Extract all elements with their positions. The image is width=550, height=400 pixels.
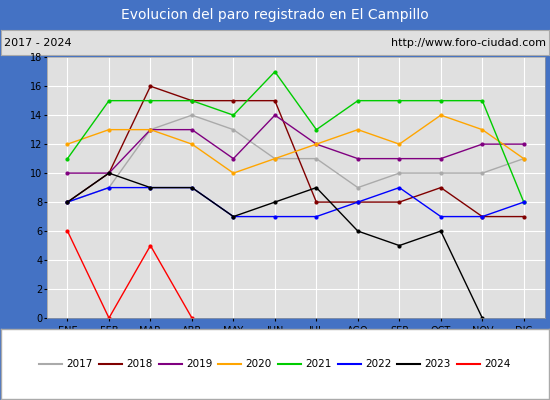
2022 <box>520 200 527 204</box>
Text: Evolucion del paro registrado en El Campillo: Evolucion del paro registrado en El Camp… <box>121 8 429 22</box>
2019 <box>479 142 486 146</box>
2021 <box>189 98 195 103</box>
2024 <box>64 229 71 234</box>
2018 <box>147 84 154 88</box>
2020 <box>520 156 527 161</box>
Text: http://www.foro-ciudad.com: http://www.foro-ciudad.com <box>391 38 546 48</box>
2022 <box>479 214 486 219</box>
2021 <box>106 98 112 103</box>
2019 <box>355 156 361 161</box>
2023 <box>355 229 361 234</box>
2021 <box>396 98 403 103</box>
2018 <box>396 200 403 204</box>
2023 <box>396 243 403 248</box>
Text: 2017 - 2024: 2017 - 2024 <box>4 38 72 48</box>
2019 <box>272 113 278 118</box>
2024 <box>106 316 112 320</box>
2018 <box>520 214 527 219</box>
2017 <box>520 156 527 161</box>
2017 <box>189 113 195 118</box>
2022 <box>355 200 361 204</box>
2018 <box>189 98 195 103</box>
2020 <box>396 142 403 146</box>
2020 <box>479 127 486 132</box>
2018 <box>64 200 71 204</box>
2017 <box>313 156 320 161</box>
2021 <box>230 113 236 118</box>
2017 <box>396 171 403 176</box>
2018 <box>230 98 236 103</box>
2022 <box>396 185 403 190</box>
2023 <box>106 171 112 176</box>
2022 <box>230 214 236 219</box>
2019 <box>106 171 112 176</box>
2018 <box>272 98 278 103</box>
2021 <box>355 98 361 103</box>
2018 <box>479 214 486 219</box>
2021 <box>272 69 278 74</box>
2022 <box>313 214 320 219</box>
2023 <box>147 185 154 190</box>
2019 <box>147 127 154 132</box>
2023 <box>230 214 236 219</box>
2021 <box>313 127 320 132</box>
2020 <box>106 127 112 132</box>
2019 <box>189 127 195 132</box>
2022 <box>64 200 71 204</box>
Line: 2017: 2017 <box>66 114 525 204</box>
2020 <box>355 127 361 132</box>
2019 <box>520 142 527 146</box>
Line: 2021: 2021 <box>66 70 525 204</box>
2019 <box>313 142 320 146</box>
2017 <box>479 171 486 176</box>
2020 <box>437 113 444 118</box>
2018 <box>313 200 320 204</box>
2020 <box>230 171 236 176</box>
2020 <box>147 127 154 132</box>
Line: 2023: 2023 <box>66 172 483 319</box>
Line: 2024: 2024 <box>66 230 193 319</box>
2022 <box>189 185 195 190</box>
2017 <box>437 171 444 176</box>
2019 <box>230 156 236 161</box>
2017 <box>147 127 154 132</box>
2020 <box>272 156 278 161</box>
2017 <box>355 185 361 190</box>
2017 <box>106 185 112 190</box>
2023 <box>479 316 486 320</box>
2022 <box>147 185 154 190</box>
2023 <box>189 185 195 190</box>
2019 <box>437 156 444 161</box>
2017 <box>64 200 71 204</box>
2019 <box>64 171 71 176</box>
2024 <box>189 316 195 320</box>
2019 <box>396 156 403 161</box>
Line: 2022: 2022 <box>66 186 525 218</box>
2020 <box>189 142 195 146</box>
2021 <box>479 98 486 103</box>
2021 <box>437 98 444 103</box>
2021 <box>147 98 154 103</box>
2022 <box>437 214 444 219</box>
2017 <box>230 127 236 132</box>
2017 <box>272 156 278 161</box>
2023 <box>272 200 278 204</box>
2023 <box>313 185 320 190</box>
2023 <box>64 200 71 204</box>
2020 <box>64 142 71 146</box>
2021 <box>64 156 71 161</box>
2021 <box>520 200 527 204</box>
Line: 2020: 2020 <box>66 114 525 174</box>
2018 <box>355 200 361 204</box>
Line: 2019: 2019 <box>66 114 525 174</box>
2018 <box>106 171 112 176</box>
2020 <box>313 142 320 146</box>
2023 <box>437 229 444 234</box>
2022 <box>272 214 278 219</box>
2024 <box>147 243 154 248</box>
2018 <box>437 185 444 190</box>
Line: 2018: 2018 <box>66 85 525 218</box>
Legend: 2017, 2018, 2019, 2020, 2021, 2022, 2023, 2024: 2017, 2018, 2019, 2020, 2021, 2022, 2023… <box>35 355 515 373</box>
2022 <box>106 185 112 190</box>
